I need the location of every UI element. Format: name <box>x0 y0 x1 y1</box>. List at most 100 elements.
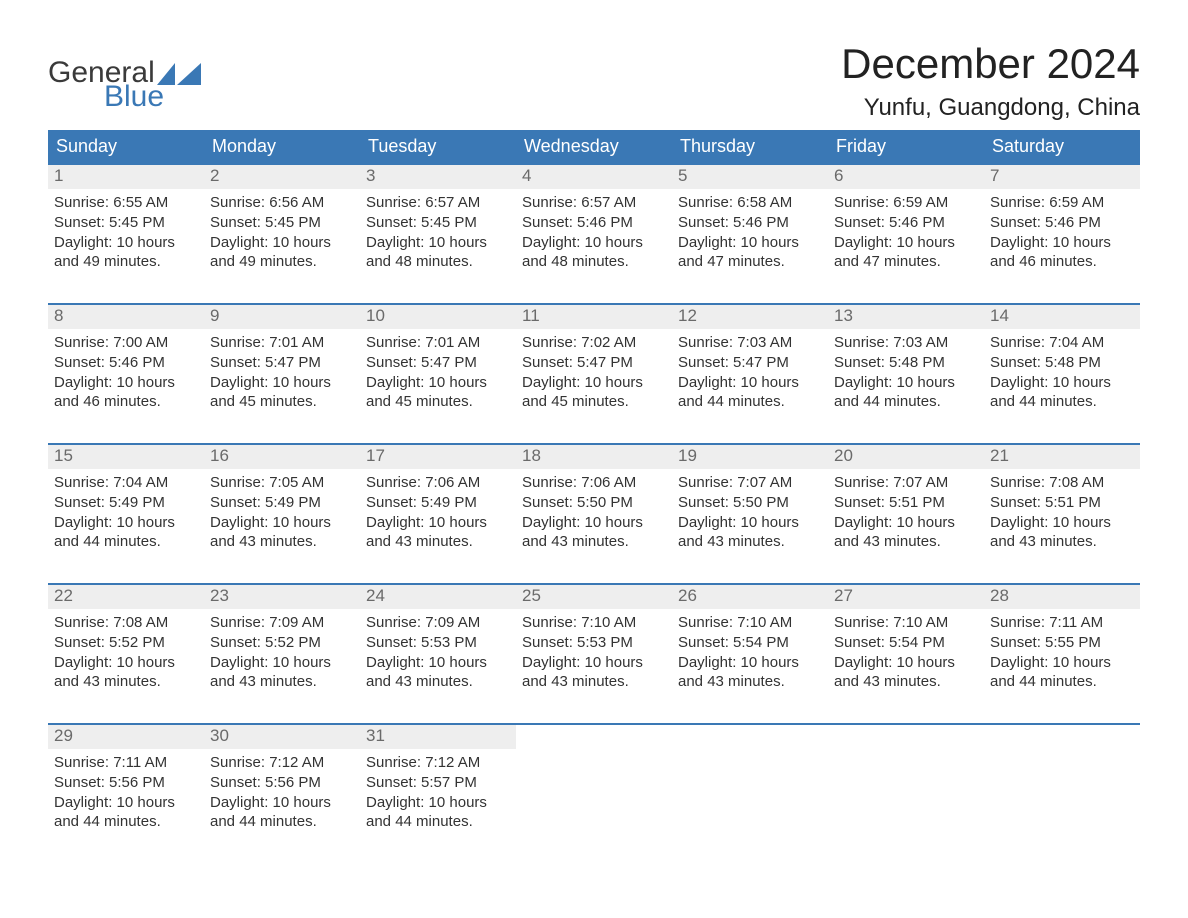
daylight-line-2: and 44 minutes. <box>834 392 978 412</box>
daylight-line-1: Daylight: 10 hours <box>990 373 1134 393</box>
day-details: Sunrise: 7:12 AMSunset: 5:56 PMDaylight:… <box>204 749 360 836</box>
daylight-line-2: and 45 minutes. <box>366 392 510 412</box>
sunset-line: Sunset: 5:47 PM <box>366 353 510 373</box>
calendar-day: 24Sunrise: 7:09 AMSunset: 5:53 PMDayligh… <box>360 585 516 703</box>
calendar-day: 17Sunrise: 7:06 AMSunset: 5:49 PMDayligh… <box>360 445 516 563</box>
brand-word2: Blue <box>48 82 201 112</box>
calendar-day <box>516 725 672 843</box>
daylight-line-2: and 43 minutes. <box>834 532 978 552</box>
sunrise-line: Sunrise: 7:06 AM <box>366 473 510 493</box>
daylight-line-2: and 49 minutes. <box>54 252 198 272</box>
daylight-line-2: and 45 minutes. <box>522 392 666 412</box>
month-title: December 2024 <box>841 40 1140 88</box>
sunrise-line: Sunrise: 7:02 AM <box>522 333 666 353</box>
sunset-line: Sunset: 5:54 PM <box>678 633 822 653</box>
sunrise-line: Sunrise: 6:57 AM <box>366 193 510 213</box>
day-details: Sunrise: 7:08 AMSunset: 5:52 PMDaylight:… <box>48 609 204 696</box>
day-details: Sunrise: 6:57 AMSunset: 5:46 PMDaylight:… <box>516 189 672 276</box>
calendar-day: 1Sunrise: 6:55 AMSunset: 5:45 PMDaylight… <box>48 165 204 283</box>
sunrise-line: Sunrise: 7:06 AM <box>522 473 666 493</box>
calendar-day: 27Sunrise: 7:10 AMSunset: 5:54 PMDayligh… <box>828 585 984 703</box>
calendar-day: 10Sunrise: 7:01 AMSunset: 5:47 PMDayligh… <box>360 305 516 423</box>
weekday-header: Tuesday <box>360 130 516 163</box>
daylight-line-1: Daylight: 10 hours <box>54 513 198 533</box>
day-details: Sunrise: 7:06 AMSunset: 5:49 PMDaylight:… <box>360 469 516 556</box>
sunset-line: Sunset: 5:46 PM <box>54 353 198 373</box>
day-details: Sunrise: 7:04 AMSunset: 5:49 PMDaylight:… <box>48 469 204 556</box>
daylight-line-2: and 44 minutes. <box>678 392 822 412</box>
daylight-line-1: Daylight: 10 hours <box>678 513 822 533</box>
day-number: 24 <box>360 585 516 609</box>
day-details: Sunrise: 7:11 AMSunset: 5:55 PMDaylight:… <box>984 609 1140 696</box>
day-details: Sunrise: 7:08 AMSunset: 5:51 PMDaylight:… <box>984 469 1140 556</box>
sunset-line: Sunset: 5:57 PM <box>366 773 510 793</box>
title-block: December 2024 Yunfu, Guangdong, China <box>841 30 1140 122</box>
sunrise-line: Sunrise: 6:58 AM <box>678 193 822 213</box>
daylight-line-2: and 43 minutes. <box>678 672 822 692</box>
day-number: 6 <box>828 165 984 189</box>
day-details: Sunrise: 6:59 AMSunset: 5:46 PMDaylight:… <box>828 189 984 276</box>
daylight-line-1: Daylight: 10 hours <box>990 233 1134 253</box>
daylight-line-1: Daylight: 10 hours <box>210 793 354 813</box>
sunset-line: Sunset: 5:48 PM <box>990 353 1134 373</box>
sunset-line: Sunset: 5:49 PM <box>366 493 510 513</box>
calendar-day: 4Sunrise: 6:57 AMSunset: 5:46 PMDaylight… <box>516 165 672 283</box>
day-number: 7 <box>984 165 1140 189</box>
brand-logo: General Blue <box>48 30 201 112</box>
calendar-day: 5Sunrise: 6:58 AMSunset: 5:46 PMDaylight… <box>672 165 828 283</box>
sunrise-line: Sunrise: 7:08 AM <box>54 613 198 633</box>
day-number: 27 <box>828 585 984 609</box>
sunset-line: Sunset: 5:49 PM <box>54 493 198 513</box>
daylight-line-1: Daylight: 10 hours <box>522 233 666 253</box>
sunrise-line: Sunrise: 7:11 AM <box>990 613 1134 633</box>
calendar-day: 31Sunrise: 7:12 AMSunset: 5:57 PMDayligh… <box>360 725 516 843</box>
daylight-line-1: Daylight: 10 hours <box>366 373 510 393</box>
daylight-line-2: and 43 minutes. <box>210 532 354 552</box>
daylight-line-2: and 44 minutes. <box>990 392 1134 412</box>
sunset-line: Sunset: 5:49 PM <box>210 493 354 513</box>
calendar-day: 26Sunrise: 7:10 AMSunset: 5:54 PMDayligh… <box>672 585 828 703</box>
day-number: 31 <box>360 725 516 749</box>
calendar-day: 2Sunrise: 6:56 AMSunset: 5:45 PMDaylight… <box>204 165 360 283</box>
calendar-day: 30Sunrise: 7:12 AMSunset: 5:56 PMDayligh… <box>204 725 360 843</box>
daylight-line-1: Daylight: 10 hours <box>366 793 510 813</box>
daylight-line-2: and 47 minutes. <box>834 252 978 272</box>
daylight-line-1: Daylight: 10 hours <box>678 653 822 673</box>
day-details: Sunrise: 6:59 AMSunset: 5:46 PMDaylight:… <box>984 189 1140 276</box>
weekday-header: Sunday <box>48 130 204 163</box>
sunset-line: Sunset: 5:50 PM <box>522 493 666 513</box>
calendar-day: 28Sunrise: 7:11 AMSunset: 5:55 PMDayligh… <box>984 585 1140 703</box>
day-number: 21 <box>984 445 1140 469</box>
sunrise-line: Sunrise: 6:57 AM <box>522 193 666 213</box>
sunrise-line: Sunrise: 7:07 AM <box>834 473 978 493</box>
daylight-line-1: Daylight: 10 hours <box>54 653 198 673</box>
sunrise-line: Sunrise: 7:09 AM <box>210 613 354 633</box>
day-number: 26 <box>672 585 828 609</box>
day-number: 20 <box>828 445 984 469</box>
calendar: Sunday Monday Tuesday Wednesday Thursday… <box>48 130 1140 843</box>
sunset-line: Sunset: 5:56 PM <box>210 773 354 793</box>
sunset-line: Sunset: 5:47 PM <box>678 353 822 373</box>
day-number: 29 <box>48 725 204 749</box>
daylight-line-1: Daylight: 10 hours <box>834 233 978 253</box>
sunset-line: Sunset: 5:48 PM <box>834 353 978 373</box>
daylight-line-2: and 44 minutes. <box>210 812 354 832</box>
daylight-line-1: Daylight: 10 hours <box>522 513 666 533</box>
day-details: Sunrise: 7:09 AMSunset: 5:53 PMDaylight:… <box>360 609 516 696</box>
daylight-line-1: Daylight: 10 hours <box>522 653 666 673</box>
daylight-line-2: and 44 minutes. <box>990 672 1134 692</box>
calendar-day: 11Sunrise: 7:02 AMSunset: 5:47 PMDayligh… <box>516 305 672 423</box>
calendar-day: 13Sunrise: 7:03 AMSunset: 5:48 PMDayligh… <box>828 305 984 423</box>
calendar-week: 1Sunrise: 6:55 AMSunset: 5:45 PMDaylight… <box>48 163 1140 283</box>
sunset-line: Sunset: 5:56 PM <box>54 773 198 793</box>
sunset-line: Sunset: 5:45 PM <box>210 213 354 233</box>
weekday-header: Monday <box>204 130 360 163</box>
daylight-line-2: and 43 minutes. <box>210 672 354 692</box>
day-details: Sunrise: 6:55 AMSunset: 5:45 PMDaylight:… <box>48 189 204 276</box>
daylight-line-2: and 46 minutes. <box>990 252 1134 272</box>
daylight-line-1: Daylight: 10 hours <box>990 513 1134 533</box>
weekday-header: Friday <box>828 130 984 163</box>
daylight-line-2: and 43 minutes. <box>678 532 822 552</box>
sunset-line: Sunset: 5:50 PM <box>678 493 822 513</box>
calendar-day: 21Sunrise: 7:08 AMSunset: 5:51 PMDayligh… <box>984 445 1140 563</box>
